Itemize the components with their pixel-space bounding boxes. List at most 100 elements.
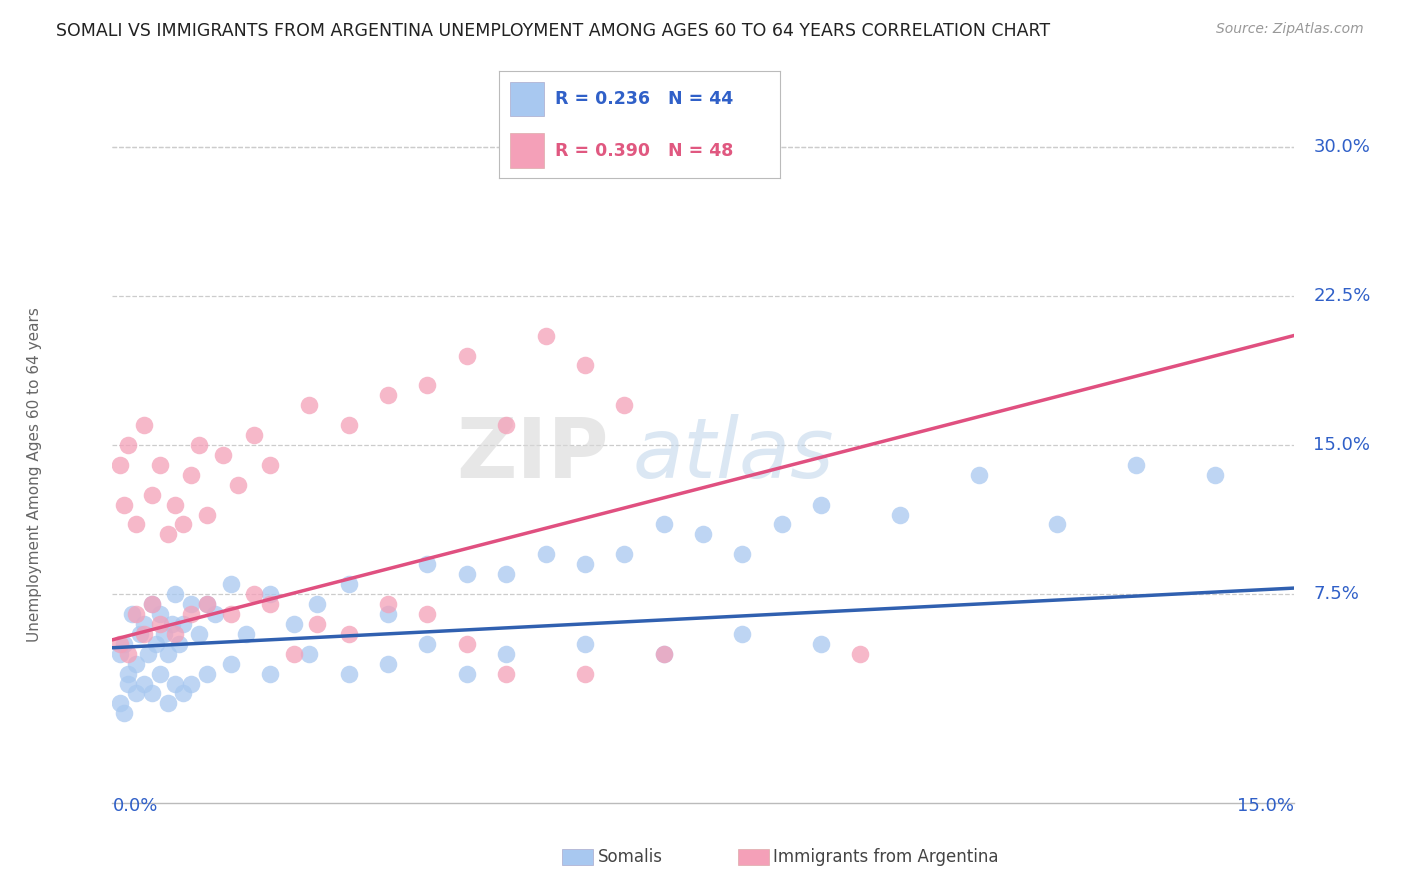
Point <box>731 627 754 641</box>
Point <box>228 477 250 491</box>
Bar <box>510 134 544 168</box>
Point <box>195 666 218 681</box>
Point <box>117 647 139 661</box>
Point <box>243 428 266 442</box>
Point <box>195 597 218 611</box>
Point <box>283 647 305 661</box>
Point <box>283 616 305 631</box>
Point <box>117 666 139 681</box>
Text: Somalis: Somalis <box>598 848 662 866</box>
Point <box>1046 517 1069 532</box>
Point <box>110 458 132 472</box>
Point <box>574 637 596 651</box>
Point <box>156 647 179 661</box>
Text: 7.5%: 7.5% <box>1313 585 1360 603</box>
Point <box>298 647 321 661</box>
Point <box>307 597 329 611</box>
Point <box>149 607 172 621</box>
Text: ZIP: ZIP <box>456 415 609 495</box>
Text: 15.0%: 15.0% <box>1236 797 1294 814</box>
Text: atlas: atlas <box>633 415 834 495</box>
Point <box>121 607 143 621</box>
Point <box>112 706 135 721</box>
Point <box>337 666 360 681</box>
Text: R = 0.236   N = 44: R = 0.236 N = 44 <box>555 90 734 108</box>
Text: 30.0%: 30.0% <box>1313 137 1369 156</box>
Point <box>141 597 163 611</box>
Point <box>810 498 832 512</box>
Point <box>574 558 596 572</box>
Point <box>129 627 152 641</box>
Point <box>456 666 478 681</box>
Point <box>156 527 179 541</box>
Text: 15.0%: 15.0% <box>1313 436 1371 454</box>
Point <box>195 597 218 611</box>
Point <box>377 388 399 402</box>
Point <box>110 637 132 651</box>
Point <box>259 597 281 611</box>
Point <box>243 587 266 601</box>
Point <box>219 657 242 671</box>
Point <box>172 517 194 532</box>
Point <box>692 527 714 541</box>
Point <box>110 697 132 711</box>
Point <box>495 647 517 661</box>
Point <box>456 349 478 363</box>
Point <box>652 647 675 661</box>
Point <box>1125 458 1147 472</box>
Point <box>110 647 132 661</box>
Point <box>165 587 187 601</box>
Point <box>141 488 163 502</box>
Point <box>180 607 202 621</box>
Point <box>416 637 439 651</box>
Point <box>416 607 439 621</box>
Point <box>132 418 155 433</box>
Point <box>456 567 478 582</box>
Text: SOMALI VS IMMIGRANTS FROM ARGENTINA UNEMPLOYMENT AMONG AGES 60 TO 64 YEARS CORRE: SOMALI VS IMMIGRANTS FROM ARGENTINA UNEM… <box>56 22 1050 40</box>
Point <box>1204 467 1226 482</box>
Point <box>172 686 194 700</box>
Point <box>180 597 202 611</box>
Point <box>117 676 139 690</box>
Point <box>377 597 399 611</box>
Point <box>219 577 242 591</box>
Point <box>132 676 155 690</box>
Point <box>613 398 636 412</box>
Point <box>495 418 517 433</box>
Text: Unemployment Among Ages 60 to 64 years: Unemployment Among Ages 60 to 64 years <box>27 308 42 642</box>
Point <box>169 637 191 651</box>
Text: 22.5%: 22.5% <box>1313 287 1371 305</box>
Point <box>235 627 257 641</box>
Point <box>416 378 439 392</box>
Point <box>136 647 159 661</box>
Point <box>259 666 281 681</box>
Point <box>117 438 139 452</box>
Point <box>613 547 636 561</box>
Point <box>416 558 439 572</box>
Point <box>149 458 172 472</box>
Point <box>731 547 754 561</box>
Point <box>574 359 596 373</box>
Point <box>141 686 163 700</box>
Point <box>125 657 148 671</box>
Point <box>204 607 226 621</box>
Point <box>259 587 281 601</box>
Point <box>125 686 148 700</box>
Point <box>125 607 148 621</box>
Point <box>337 577 360 591</box>
Point <box>165 627 187 641</box>
Text: 0.0%: 0.0% <box>112 797 157 814</box>
Point <box>211 448 233 462</box>
Point <box>337 418 360 433</box>
Point <box>172 616 194 631</box>
Point <box>165 498 187 512</box>
Point <box>770 517 793 532</box>
Point <box>180 467 202 482</box>
Point <box>132 616 155 631</box>
Point <box>534 328 557 343</box>
Point <box>112 498 135 512</box>
Point <box>652 647 675 661</box>
Text: Source: ZipAtlas.com: Source: ZipAtlas.com <box>1216 22 1364 37</box>
Point <box>337 627 360 641</box>
Point <box>160 616 183 631</box>
